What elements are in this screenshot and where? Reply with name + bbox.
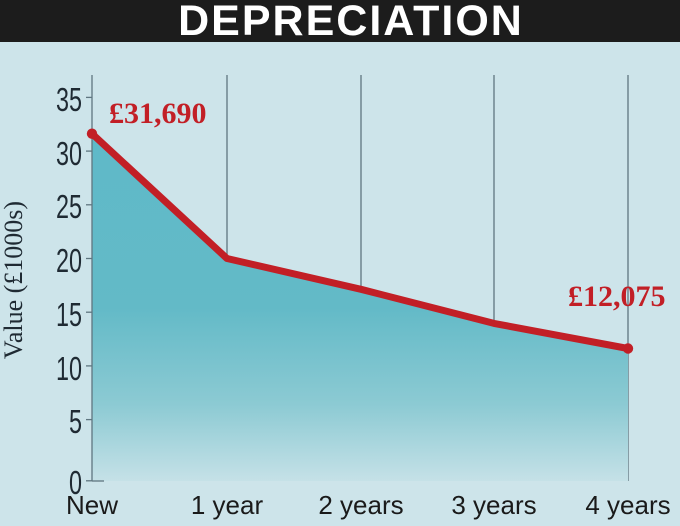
svg-text:20: 20 bbox=[56, 242, 82, 279]
svg-text:3 years: 3 years bbox=[451, 490, 536, 520]
svg-text:4 years: 4 years bbox=[585, 490, 670, 520]
svg-text:25: 25 bbox=[56, 188, 82, 225]
svg-text:2 years: 2 years bbox=[318, 490, 403, 520]
svg-text:New: New bbox=[66, 490, 118, 520]
svg-text:35: 35 bbox=[56, 81, 82, 118]
svg-text:30: 30 bbox=[56, 135, 82, 172]
svg-text:£12,075: £12,075 bbox=[568, 280, 666, 313]
svg-text:£31,690: £31,690 bbox=[109, 97, 207, 130]
svg-text:15: 15 bbox=[56, 296, 82, 333]
svg-text:1 year: 1 year bbox=[191, 490, 264, 520]
svg-text:Value (£1000s): Value (£1000s) bbox=[0, 201, 28, 359]
svg-text:10: 10 bbox=[56, 350, 82, 387]
svg-text:5: 5 bbox=[69, 403, 82, 440]
